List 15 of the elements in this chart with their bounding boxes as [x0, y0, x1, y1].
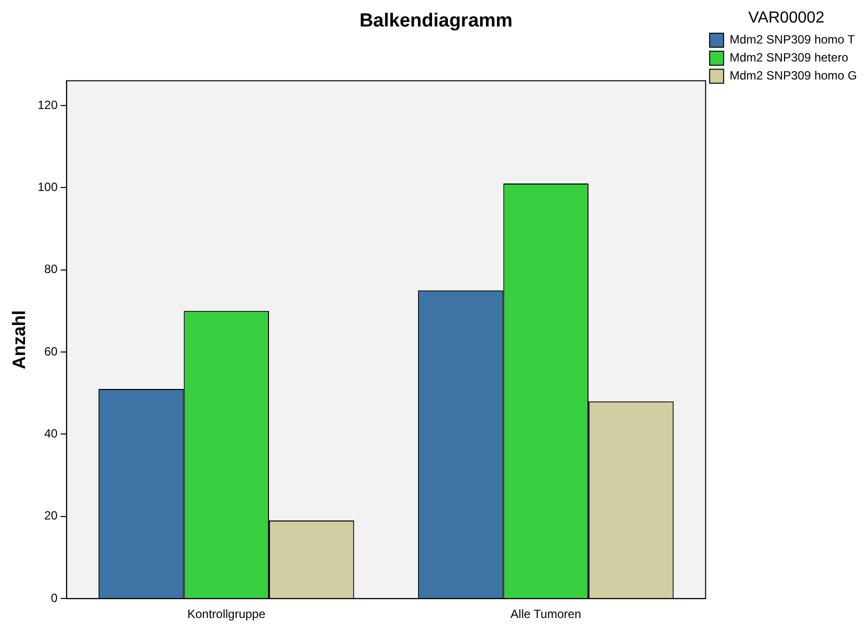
y-tick-label: 80	[44, 262, 58, 276]
y-axis-title: Anzahl	[8, 310, 29, 370]
legend-label: Mdm2 SNP309 homo T	[730, 32, 856, 47]
x-tick-label: Alle Tumoren	[510, 607, 582, 622]
legend-label: Mdm2 SNP309 hetero	[730, 50, 849, 65]
legend-title: VAR00002	[748, 9, 825, 26]
x-tick-label: Kontrollgruppe	[187, 607, 266, 622]
y-tick-label: 120	[38, 98, 58, 112]
y-tick-label: 100	[38, 180, 58, 194]
y-tick-label: 0	[50, 590, 58, 605]
chart-title: Balkendiagramm	[359, 10, 513, 32]
y-tick-label: 60	[44, 344, 58, 358]
legend-label: Mdm2 SNP309 homo G	[730, 68, 857, 83]
y-tick-label: 20	[44, 508, 58, 523]
y-tick-label: 40	[44, 426, 58, 441]
